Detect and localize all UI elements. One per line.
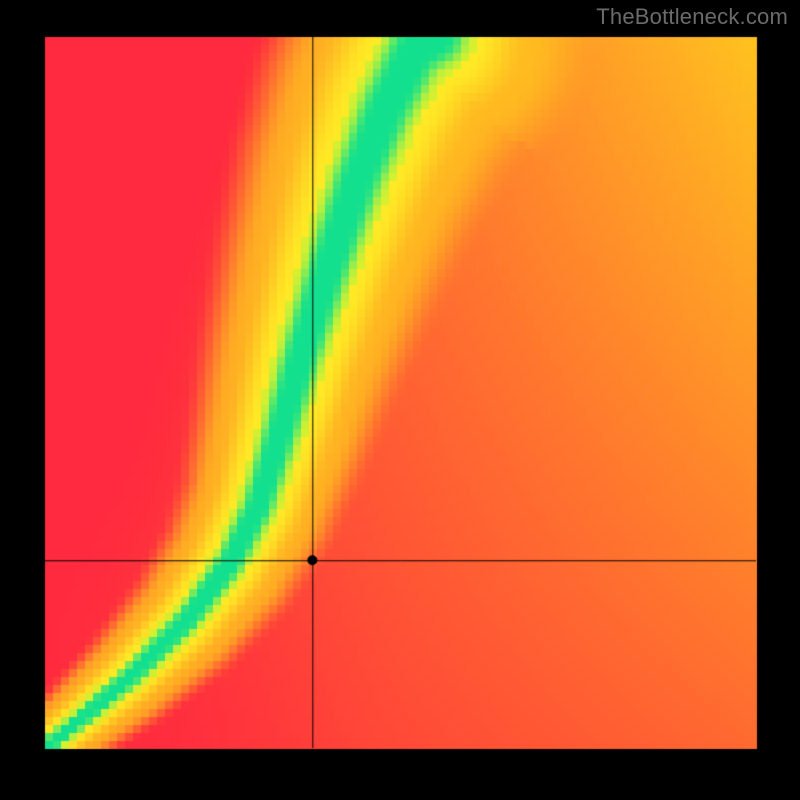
watermark-text: TheBottleneck.com	[596, 4, 788, 30]
heatmap-canvas	[0, 0, 800, 800]
chart-container: TheBottleneck.com	[0, 0, 800, 800]
